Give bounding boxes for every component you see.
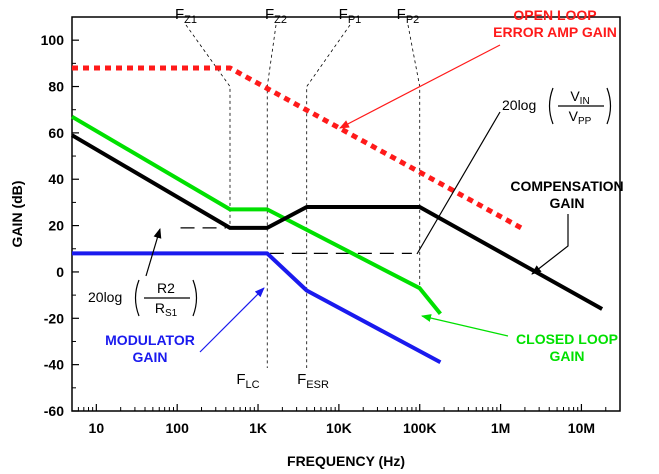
y-tick-label: -60 (44, 403, 64, 419)
x-tick-label: 100K (403, 420, 436, 436)
compensation-callout: COMPENSATION GAIN (510, 178, 624, 275)
y-tick-label: 0 (56, 264, 64, 280)
formula-vin-vpp-denominator: VPP (569, 108, 592, 127)
formula-r2-rs1-numerator: R2 (157, 280, 175, 296)
series-compensation (70, 133, 604, 311)
frequency-marker-lines (185, 24, 421, 368)
series-open-loop (72, 65, 523, 231)
x-tick-label: 1M (491, 420, 510, 436)
label-fz1: FZ1 (175, 6, 197, 26)
formula-vin-vpp-left-paren (548, 87, 554, 125)
x-axis-title: FREQUENCY (Hz) (287, 453, 405, 469)
tick-layer: 10 100 1K 10K 100K 1M 10M -60 -40 -20 0 20 40 60 80 100 (41, 32, 621, 436)
y-tick-label: 60 (48, 125, 64, 141)
closed-loop-label-line2: GAIN (550, 348, 585, 364)
marker-line-fz2 (266, 24, 277, 368)
y-tick-label: 20 (48, 218, 64, 234)
y-tick-label: -40 (44, 357, 64, 373)
label-fesr: FESR (297, 371, 329, 391)
formula-vin-vpp: 20log VIN VPP (416, 84, 616, 255)
series-closed-loop (70, 114, 442, 315)
compensation-label-line1: COMPENSATION (510, 178, 623, 194)
y-tick-label: 40 (48, 171, 64, 187)
y-tick-label: 80 (48, 79, 64, 95)
open-loop-callout: OPEN LOOP ERROR AMP GAIN (339, 7, 617, 129)
formula-vin-vpp-leader (416, 111, 501, 255)
open-loop-arrow (339, 44, 501, 129)
series-modulator (72, 251, 442, 365)
formula-r2-rs1-left-paren (134, 279, 140, 317)
reference-dashes (180, 227, 412, 254)
formula-r2-rs1-prefix: 20log (88, 289, 122, 305)
formula-r2-rs1-arrow (145, 228, 162, 277)
marker-line-fp1 (306, 24, 351, 368)
modulator-arrow (199, 287, 265, 353)
label-flc: FLC (236, 371, 259, 391)
closed-loop-arrow (421, 314, 509, 337)
marker-line-fp2 (407, 24, 421, 289)
compensation-label-line2: GAIN (550, 195, 585, 211)
formula-vin-vpp-prefix: 20log (502, 97, 536, 113)
closed-loop-callout: CLOSED LOOP GAIN (421, 314, 618, 364)
closed-loop-label-line1: CLOSED LOOP (516, 331, 618, 347)
y-tick-label: 100 (41, 32, 65, 48)
compensation-arrow (531, 214, 569, 275)
modulator-label-line2: GAIN (133, 349, 168, 365)
x-tick-label: 10 (89, 420, 105, 436)
y-tick-label: -20 (44, 310, 64, 326)
x-tick-label: 10K (326, 420, 352, 436)
y-axis-title: GAIN (dB) (9, 181, 25, 248)
label-fp1: FP1 (339, 6, 362, 26)
modulator-label-line1: MODULATOR (105, 332, 195, 348)
modulator-callout: MODULATOR GAIN (105, 287, 265, 365)
label-fp2: FP2 (397, 6, 420, 26)
open-loop-label-line1: OPEN LOOP (513, 7, 596, 23)
formula-r2-rs1-right-paren (192, 279, 198, 317)
x-tick-label: 10M (568, 420, 595, 436)
x-tick-label: 1K (249, 420, 267, 436)
series-layer (70, 65, 604, 365)
marker-line-fz1 (185, 24, 231, 228)
formula-vin-vpp-numerator: VIN (570, 88, 589, 107)
formula-r2-rs1-denominator: RS1 (155, 300, 178, 319)
formula-r2-rs1: 20log R2 RS1 (82, 228, 202, 320)
formula-vin-vpp-right-paren (606, 87, 612, 125)
open-loop-label-line2: ERROR AMP GAIN (493, 24, 617, 40)
plot-frame (71, 16, 621, 412)
label-fz2: FZ2 (265, 6, 287, 26)
x-tick-label: 100 (166, 420, 190, 436)
